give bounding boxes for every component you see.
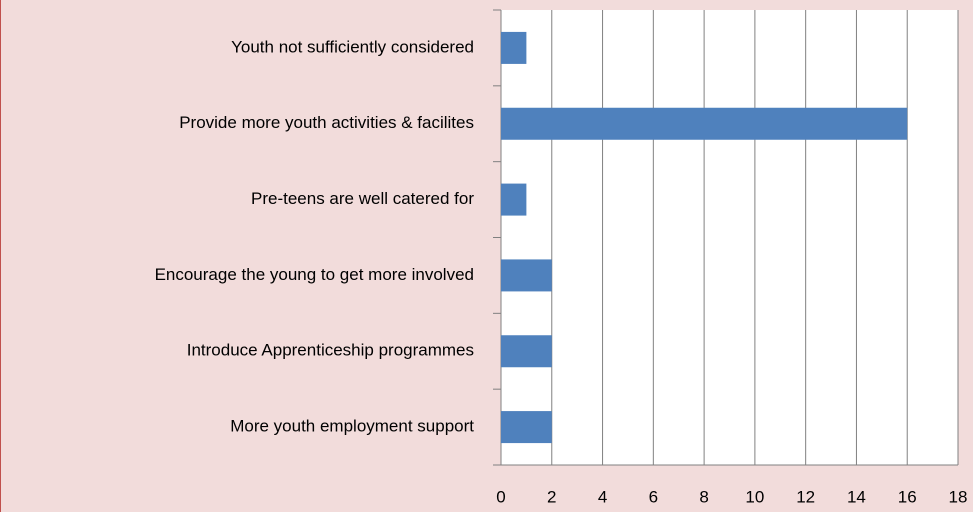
x-tick-label: 12 — [796, 487, 815, 506]
x-tick-label: 16 — [898, 487, 917, 506]
bar — [501, 31, 527, 64]
y-tick-label: More youth employment support — [230, 417, 474, 436]
bar — [501, 183, 527, 216]
x-tick-label: 0 — [496, 487, 505, 506]
bar — [501, 411, 552, 444]
x-tick-label: 4 — [598, 487, 607, 506]
bar — [501, 259, 552, 292]
x-tick-label: 10 — [745, 487, 764, 506]
y-tick-label: Pre-teens are well catered for — [251, 189, 474, 208]
y-tick-label: Encourage the young to get more involved — [155, 265, 474, 284]
x-tick-label: 18 — [949, 487, 968, 506]
y-tick-label: Provide more youth activities & facilite… — [179, 113, 474, 132]
bar — [501, 107, 908, 140]
x-tick-label: 2 — [547, 487, 556, 506]
x-tick-label: 8 — [699, 487, 708, 506]
y-tick-label: Introduce Apprenticeship programmes — [187, 341, 474, 360]
plot-area — [501, 10, 958, 465]
bar — [501, 335, 552, 368]
x-tick-label: 6 — [649, 487, 658, 506]
x-tick-label: 14 — [847, 487, 866, 506]
y-tick-label: Youth not sufficiently considered — [231, 37, 474, 56]
